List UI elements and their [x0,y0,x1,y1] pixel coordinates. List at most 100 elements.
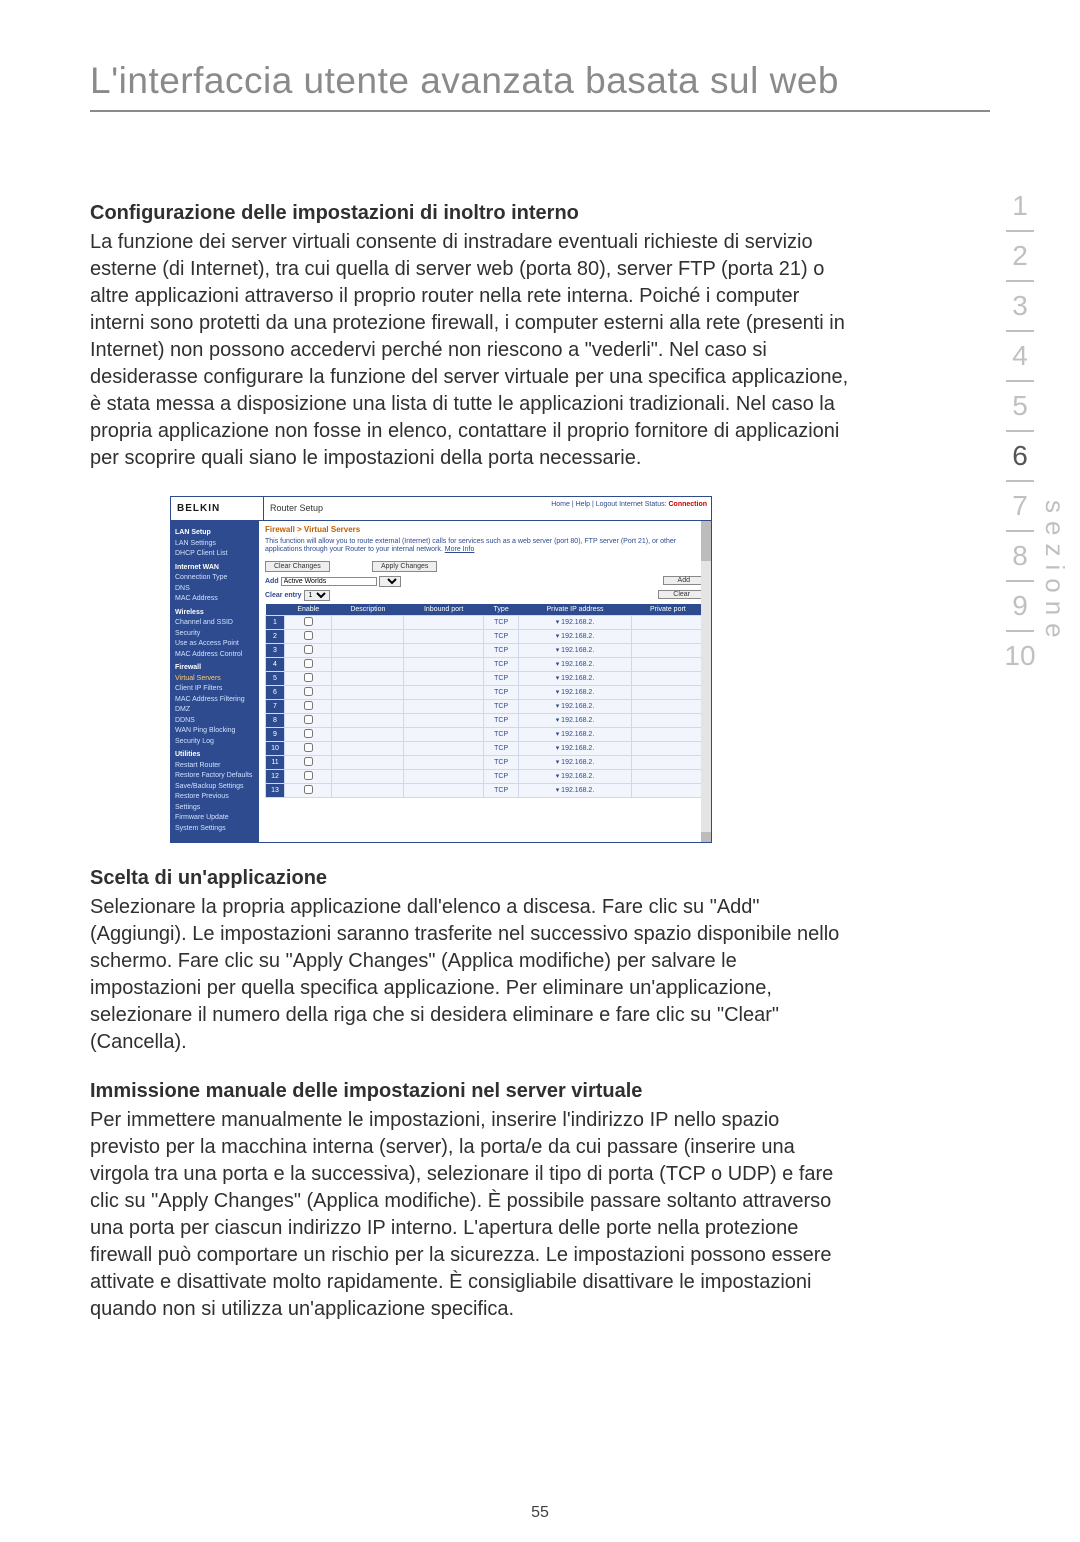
type-cell[interactable]: TCP [483,685,518,699]
sb-item-active[interactable]: Virtual Servers [175,674,255,685]
more-info-link[interactable]: More Info [445,546,475,553]
type-cell[interactable]: TCP [483,699,518,713]
section-nav-item-2[interactable]: 2 [1000,240,1040,272]
private-port-cell[interactable] [631,769,704,783]
sb-item[interactable]: Restart Router [175,761,255,772]
sb-item[interactable]: DDNS [175,716,255,727]
sb-item[interactable]: Channel and SSID [175,618,255,629]
sb-item[interactable]: Firmware Update [175,813,255,824]
ip-cell[interactable]: ▾ 192.168.2. [519,699,631,713]
scroll-thumb[interactable] [701,531,711,561]
enable-checkbox[interactable] [304,715,313,724]
enable-cell[interactable] [285,699,332,713]
private-port-cell[interactable] [631,671,704,685]
type-cell[interactable]: TCP [483,657,518,671]
sb-item[interactable]: System Settings [175,824,255,835]
desc-cell[interactable] [332,755,404,769]
section-nav-item-6[interactable]: 6 [1000,440,1040,472]
router-sidebar[interactable]: LAN Setup LAN Settings DHCP Client List … [171,521,259,842]
desc-cell[interactable] [332,783,404,797]
sb-item[interactable]: Client IP Filters [175,684,255,695]
private-port-cell[interactable] [631,713,704,727]
type-cell[interactable]: TCP [483,713,518,727]
private-port-cell[interactable] [631,755,704,769]
section-nav-item-5[interactable]: 5 [1000,390,1040,422]
enable-checkbox[interactable] [304,673,313,682]
inbound-cell[interactable] [404,783,484,797]
section-nav-item-4[interactable]: 4 [1000,340,1040,372]
enable-checkbox[interactable] [304,757,313,766]
inbound-cell[interactable] [404,657,484,671]
private-port-cell[interactable] [631,741,704,755]
desc-cell[interactable] [332,671,404,685]
private-port-cell[interactable] [631,699,704,713]
desc-cell[interactable] [332,727,404,741]
sb-item[interactable]: Restore Factory Defaults [175,771,255,782]
enable-cell[interactable] [285,727,332,741]
enable-checkbox[interactable] [304,743,313,752]
section-nav-item-7[interactable]: 7 [1000,490,1040,522]
sb-item[interactable]: MAC Address [175,594,255,605]
type-cell[interactable]: TCP [483,755,518,769]
inbound-cell[interactable] [404,671,484,685]
enable-checkbox[interactable] [304,631,313,640]
inbound-cell[interactable] [404,699,484,713]
enable-cell[interactable] [285,741,332,755]
inbound-cell[interactable] [404,755,484,769]
enable-cell[interactable] [285,671,332,685]
inbound-cell[interactable] [404,643,484,657]
desc-cell[interactable] [332,685,404,699]
ip-cell[interactable]: ▾ 192.168.2. [519,769,631,783]
ip-cell[interactable]: ▾ 192.168.2. [519,783,631,797]
section-nav-item-3[interactable]: 3 [1000,290,1040,322]
sb-item[interactable]: DMZ [175,705,255,716]
type-cell[interactable]: TCP [483,643,518,657]
ip-cell[interactable]: ▾ 192.168.2. [519,685,631,699]
scrollbar[interactable] [701,521,711,842]
sb-item[interactable]: Use as Access Point [175,639,255,650]
type-cell[interactable]: TCP [483,629,518,643]
type-cell[interactable]: TCP [483,615,518,629]
inbound-cell[interactable] [404,615,484,629]
sb-item[interactable]: Security [175,629,255,640]
enable-checkbox[interactable] [304,617,313,626]
clear-select[interactable]: 1 [304,590,330,601]
ip-cell[interactable]: ▾ 192.168.2. [519,629,631,643]
enable-checkbox[interactable] [304,729,313,738]
inbound-cell[interactable] [404,769,484,783]
inbound-cell[interactable] [404,741,484,755]
section-nav-item-8[interactable]: 8 [1000,540,1040,572]
ip-cell[interactable]: ▾ 192.168.2. [519,643,631,657]
add-select[interactable] [379,576,401,587]
type-cell[interactable]: TCP [483,671,518,685]
add-button[interactable]: Add [663,576,705,585]
private-port-cell[interactable] [631,615,704,629]
ip-cell[interactable]: ▾ 192.168.2. [519,713,631,727]
ip-cell[interactable]: ▾ 192.168.2. [519,741,631,755]
desc-cell[interactable] [332,699,404,713]
sb-item[interactable]: DNS [175,584,255,595]
inbound-cell[interactable] [404,629,484,643]
inbound-cell[interactable] [404,685,484,699]
sb-item[interactable]: DHCP Client List [175,549,255,560]
type-cell[interactable]: TCP [483,783,518,797]
ip-cell[interactable]: ▾ 192.168.2. [519,727,631,741]
ip-cell[interactable]: ▾ 192.168.2. [519,755,631,769]
enable-checkbox[interactable] [304,659,313,668]
inbound-cell[interactable] [404,727,484,741]
ip-cell[interactable]: ▾ 192.168.2. [519,657,631,671]
private-port-cell[interactable] [631,727,704,741]
desc-cell[interactable] [332,629,404,643]
sb-item[interactable]: Restore Previous Settings [175,792,255,813]
private-port-cell[interactable] [631,657,704,671]
enable-cell[interactable] [285,713,332,727]
enable-checkbox[interactable] [304,771,313,780]
enable-checkbox[interactable] [304,785,313,794]
enable-cell[interactable] [285,685,332,699]
enable-checkbox[interactable] [304,687,313,696]
type-cell[interactable]: TCP [483,727,518,741]
section-nav-item-1[interactable]: 1 [1000,190,1040,222]
ip-cell[interactable]: ▾ 192.168.2. [519,671,631,685]
enable-cell[interactable] [285,783,332,797]
clear-button[interactable]: Clear [658,590,705,599]
